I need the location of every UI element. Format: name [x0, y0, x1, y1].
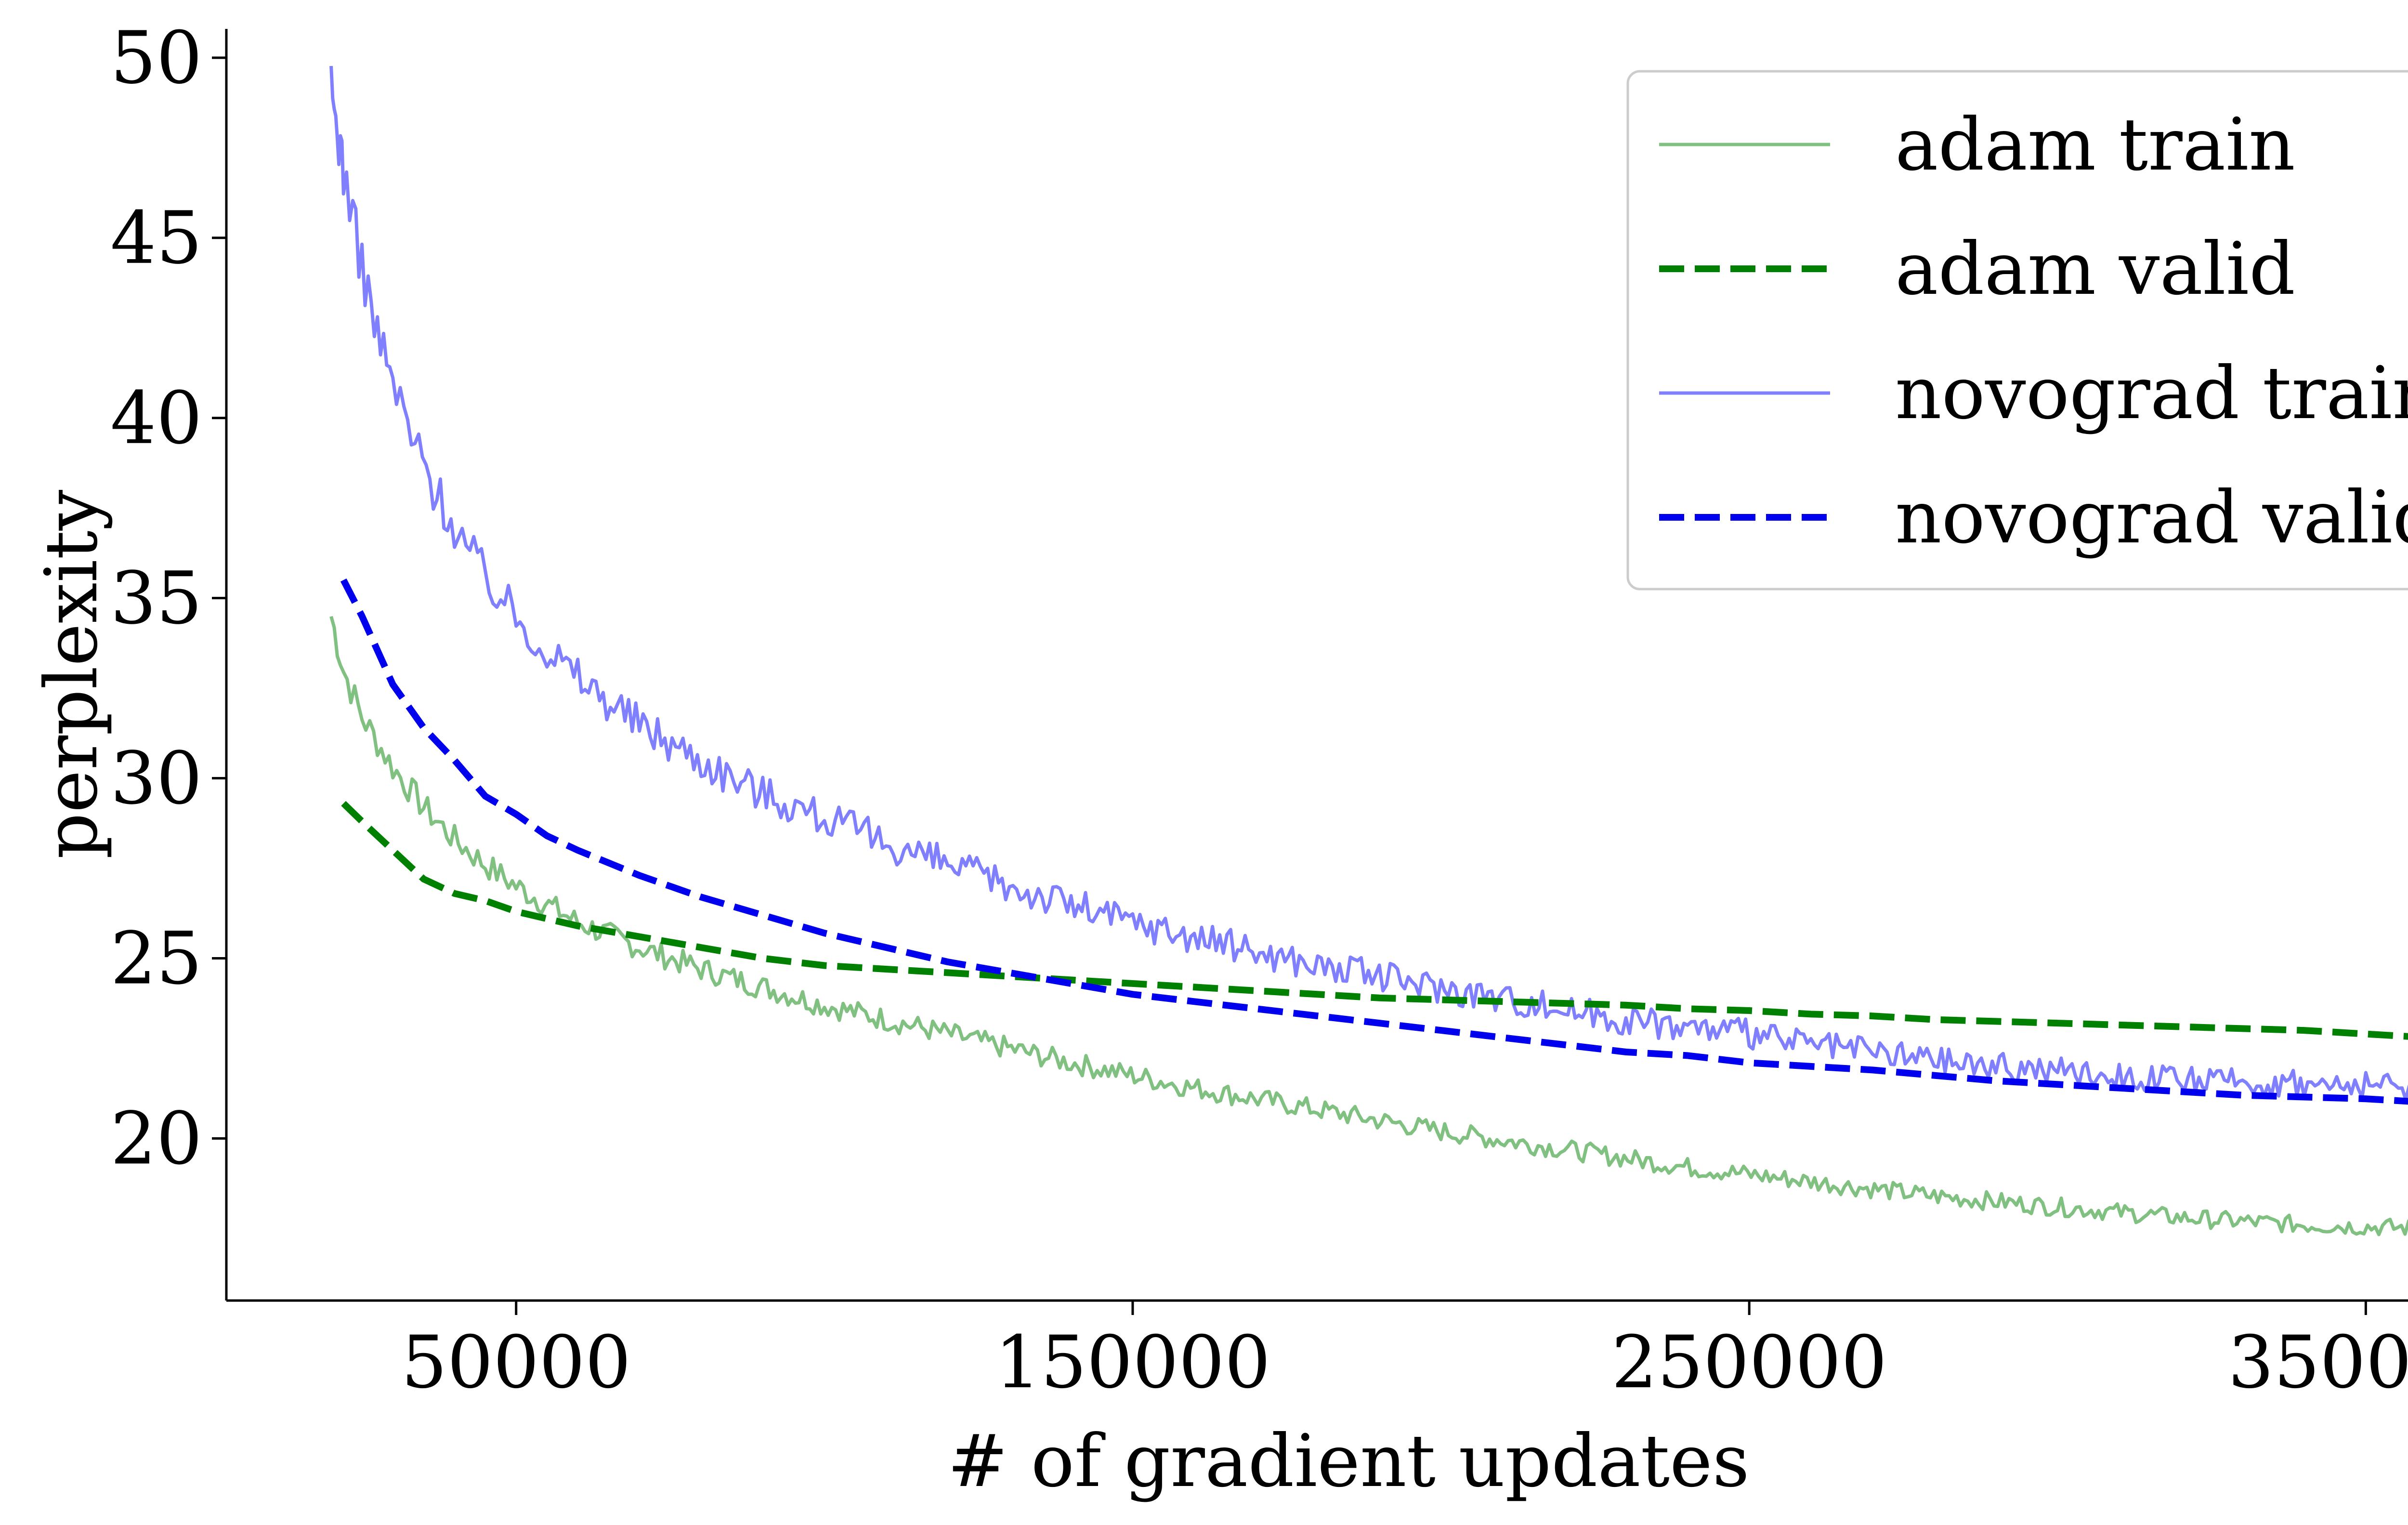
legend-frame	[1626, 70, 2408, 591]
series-line-adam-train	[329, 616, 2408, 1236]
series-layer	[329, 66, 2408, 1236]
y-tick-label: 45	[110, 197, 202, 280]
x-ticks: 50000 150000 250000 350000	[401, 1301, 2408, 1405]
x-tick-label: 250000	[1611, 1321, 1887, 1405]
axes	[225, 29, 2408, 1302]
series-line-novograd-train	[329, 66, 2408, 1101]
y-tick-label: 20	[110, 1097, 202, 1181]
y-axis-title: perplexity	[30, 489, 114, 859]
x-tick-label: 50000	[401, 1321, 631, 1405]
y-tick-label: 50	[110, 16, 202, 100]
series-line-adam-valid	[341, 801, 2408, 1040]
y-tick-label: 40	[110, 377, 202, 460]
legend-items: adam train adam valid novograd train novogr…	[1659, 103, 2408, 560]
legend-label-novograd-train: novograd train	[1895, 352, 2408, 435]
legend-label-novograd-valid: novograd valid	[1895, 476, 2408, 560]
legend-label-adam-valid: adam valid	[1895, 227, 2295, 311]
y-tick-label: 25	[110, 917, 202, 1001]
x-tick-label: 350000	[2228, 1321, 2408, 1405]
x-axis-title: # of gradient updates	[947, 1420, 1749, 1503]
y-tick-label: 35	[110, 557, 202, 641]
y-tick-label: 30	[110, 737, 202, 821]
legend: adam train adam valid novograd train novogr…	[1626, 70, 2408, 591]
y-ticks: 20 25 30 35 40 45 50	[110, 16, 226, 1181]
legend-label-adam-train: adam train	[1895, 103, 2295, 187]
series-line-novograd-valid	[340, 578, 2408, 1105]
x-tick-label: 150000	[995, 1321, 1271, 1405]
